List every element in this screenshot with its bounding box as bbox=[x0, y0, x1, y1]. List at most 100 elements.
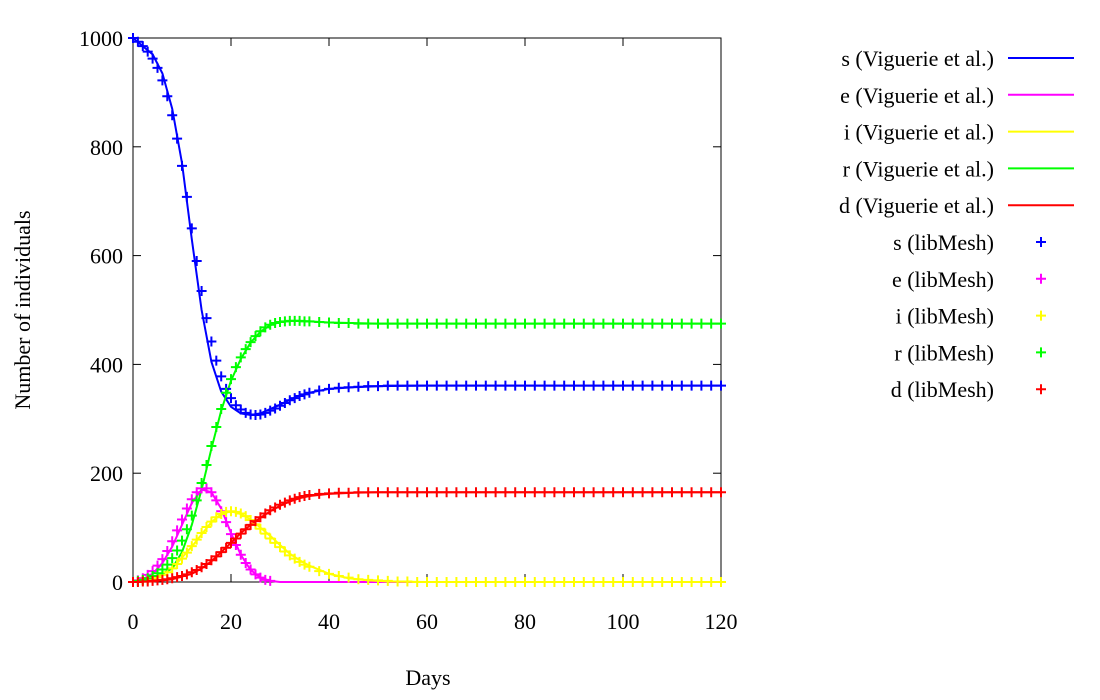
data-point bbox=[598, 380, 609, 391]
data-point bbox=[422, 577, 432, 587]
data-point bbox=[162, 91, 173, 102]
data-point bbox=[529, 487, 540, 498]
data-point bbox=[260, 574, 271, 585]
data-point bbox=[221, 517, 232, 528]
data-point bbox=[500, 380, 511, 391]
data-point bbox=[520, 318, 530, 329]
data-point bbox=[500, 487, 511, 498]
data-point bbox=[373, 575, 383, 586]
data-point bbox=[289, 393, 300, 404]
data-point bbox=[431, 318, 442, 329]
series-0 bbox=[132, 37, 721, 417]
data-point bbox=[191, 534, 202, 545]
x-tick-label: 40 bbox=[318, 609, 340, 634]
data-point bbox=[230, 400, 241, 411]
data-point bbox=[510, 577, 521, 587]
data-point bbox=[181, 503, 192, 514]
data-point bbox=[480, 577, 491, 587]
data-point bbox=[226, 529, 236, 540]
data-point bbox=[240, 557, 251, 568]
data-point bbox=[240, 407, 251, 418]
data-point bbox=[422, 487, 432, 498]
data-point bbox=[471, 487, 481, 498]
data-point bbox=[186, 494, 197, 505]
data-point bbox=[657, 380, 668, 391]
data-point bbox=[260, 407, 271, 418]
data-point bbox=[250, 331, 261, 342]
data-point bbox=[578, 577, 589, 587]
data-point bbox=[211, 355, 222, 366]
data-point bbox=[696, 318, 707, 329]
data-point bbox=[382, 487, 393, 498]
data-point bbox=[667, 487, 677, 498]
data-point bbox=[618, 487, 628, 498]
legend-label: e (Viguerie et al.) bbox=[840, 83, 994, 108]
data-point bbox=[647, 380, 658, 391]
data-point bbox=[706, 318, 717, 329]
series-line bbox=[132, 37, 721, 417]
data-point bbox=[211, 495, 222, 506]
data-point bbox=[520, 487, 530, 498]
data-point bbox=[461, 318, 472, 329]
data-point bbox=[177, 553, 187, 564]
data-point bbox=[569, 487, 579, 498]
data-point bbox=[196, 477, 207, 488]
series-layer bbox=[128, 33, 726, 587]
data-point bbox=[343, 572, 354, 583]
data-point bbox=[431, 380, 442, 391]
data-point bbox=[235, 528, 246, 539]
data-point bbox=[299, 491, 310, 502]
y-tick-label: 600 bbox=[90, 244, 123, 269]
data-point bbox=[196, 285, 207, 296]
data-point bbox=[392, 576, 403, 587]
data-point bbox=[598, 577, 609, 587]
data-point bbox=[608, 487, 619, 498]
data-point bbox=[676, 318, 687, 329]
data-point bbox=[549, 487, 560, 498]
data-point bbox=[284, 495, 295, 506]
data-point bbox=[647, 318, 658, 329]
data-point bbox=[490, 380, 501, 391]
data-point bbox=[637, 380, 648, 391]
data-point bbox=[510, 318, 521, 329]
data-point bbox=[382, 575, 393, 586]
x-tick-label: 20 bbox=[220, 609, 242, 634]
data-point bbox=[647, 487, 658, 498]
data-point bbox=[412, 577, 423, 587]
data-point bbox=[177, 571, 187, 582]
data-point bbox=[696, 577, 707, 587]
data-point bbox=[676, 577, 687, 587]
data-point bbox=[314, 488, 325, 499]
data-point bbox=[294, 492, 305, 503]
data-point bbox=[363, 487, 374, 498]
data-point bbox=[226, 393, 236, 404]
data-point bbox=[270, 537, 281, 548]
legend-label: d (libMesh) bbox=[891, 377, 994, 402]
x-tick-label: 120 bbox=[705, 609, 738, 634]
data-point bbox=[667, 577, 677, 587]
data-point bbox=[186, 567, 197, 578]
axis-ticks: 0 20 40 60 80 100 120 0 200 400 600 800 1000 bbox=[79, 26, 738, 634]
data-point bbox=[201, 313, 212, 324]
data-point bbox=[490, 487, 501, 498]
data-point bbox=[299, 389, 310, 400]
data-point bbox=[284, 395, 295, 406]
legend-label: s (Viguerie et al.) bbox=[841, 46, 994, 71]
y-axis-title: Number of individuals bbox=[10, 210, 35, 409]
data-point bbox=[353, 318, 364, 329]
data-point bbox=[162, 574, 173, 585]
data-point bbox=[588, 380, 599, 391]
data-point bbox=[657, 487, 668, 498]
data-point bbox=[181, 547, 192, 558]
data-point bbox=[294, 390, 305, 401]
data-point bbox=[578, 380, 589, 391]
data-point bbox=[240, 524, 251, 535]
data-point bbox=[569, 577, 579, 587]
data-point bbox=[265, 405, 276, 416]
data-point bbox=[304, 316, 315, 327]
data-point bbox=[559, 380, 570, 391]
data-point bbox=[627, 487, 638, 498]
data-point bbox=[167, 536, 178, 547]
legend: s (Viguerie et al.) e (Viguerie et al.) i … bbox=[839, 46, 1074, 402]
data-point bbox=[333, 571, 344, 582]
